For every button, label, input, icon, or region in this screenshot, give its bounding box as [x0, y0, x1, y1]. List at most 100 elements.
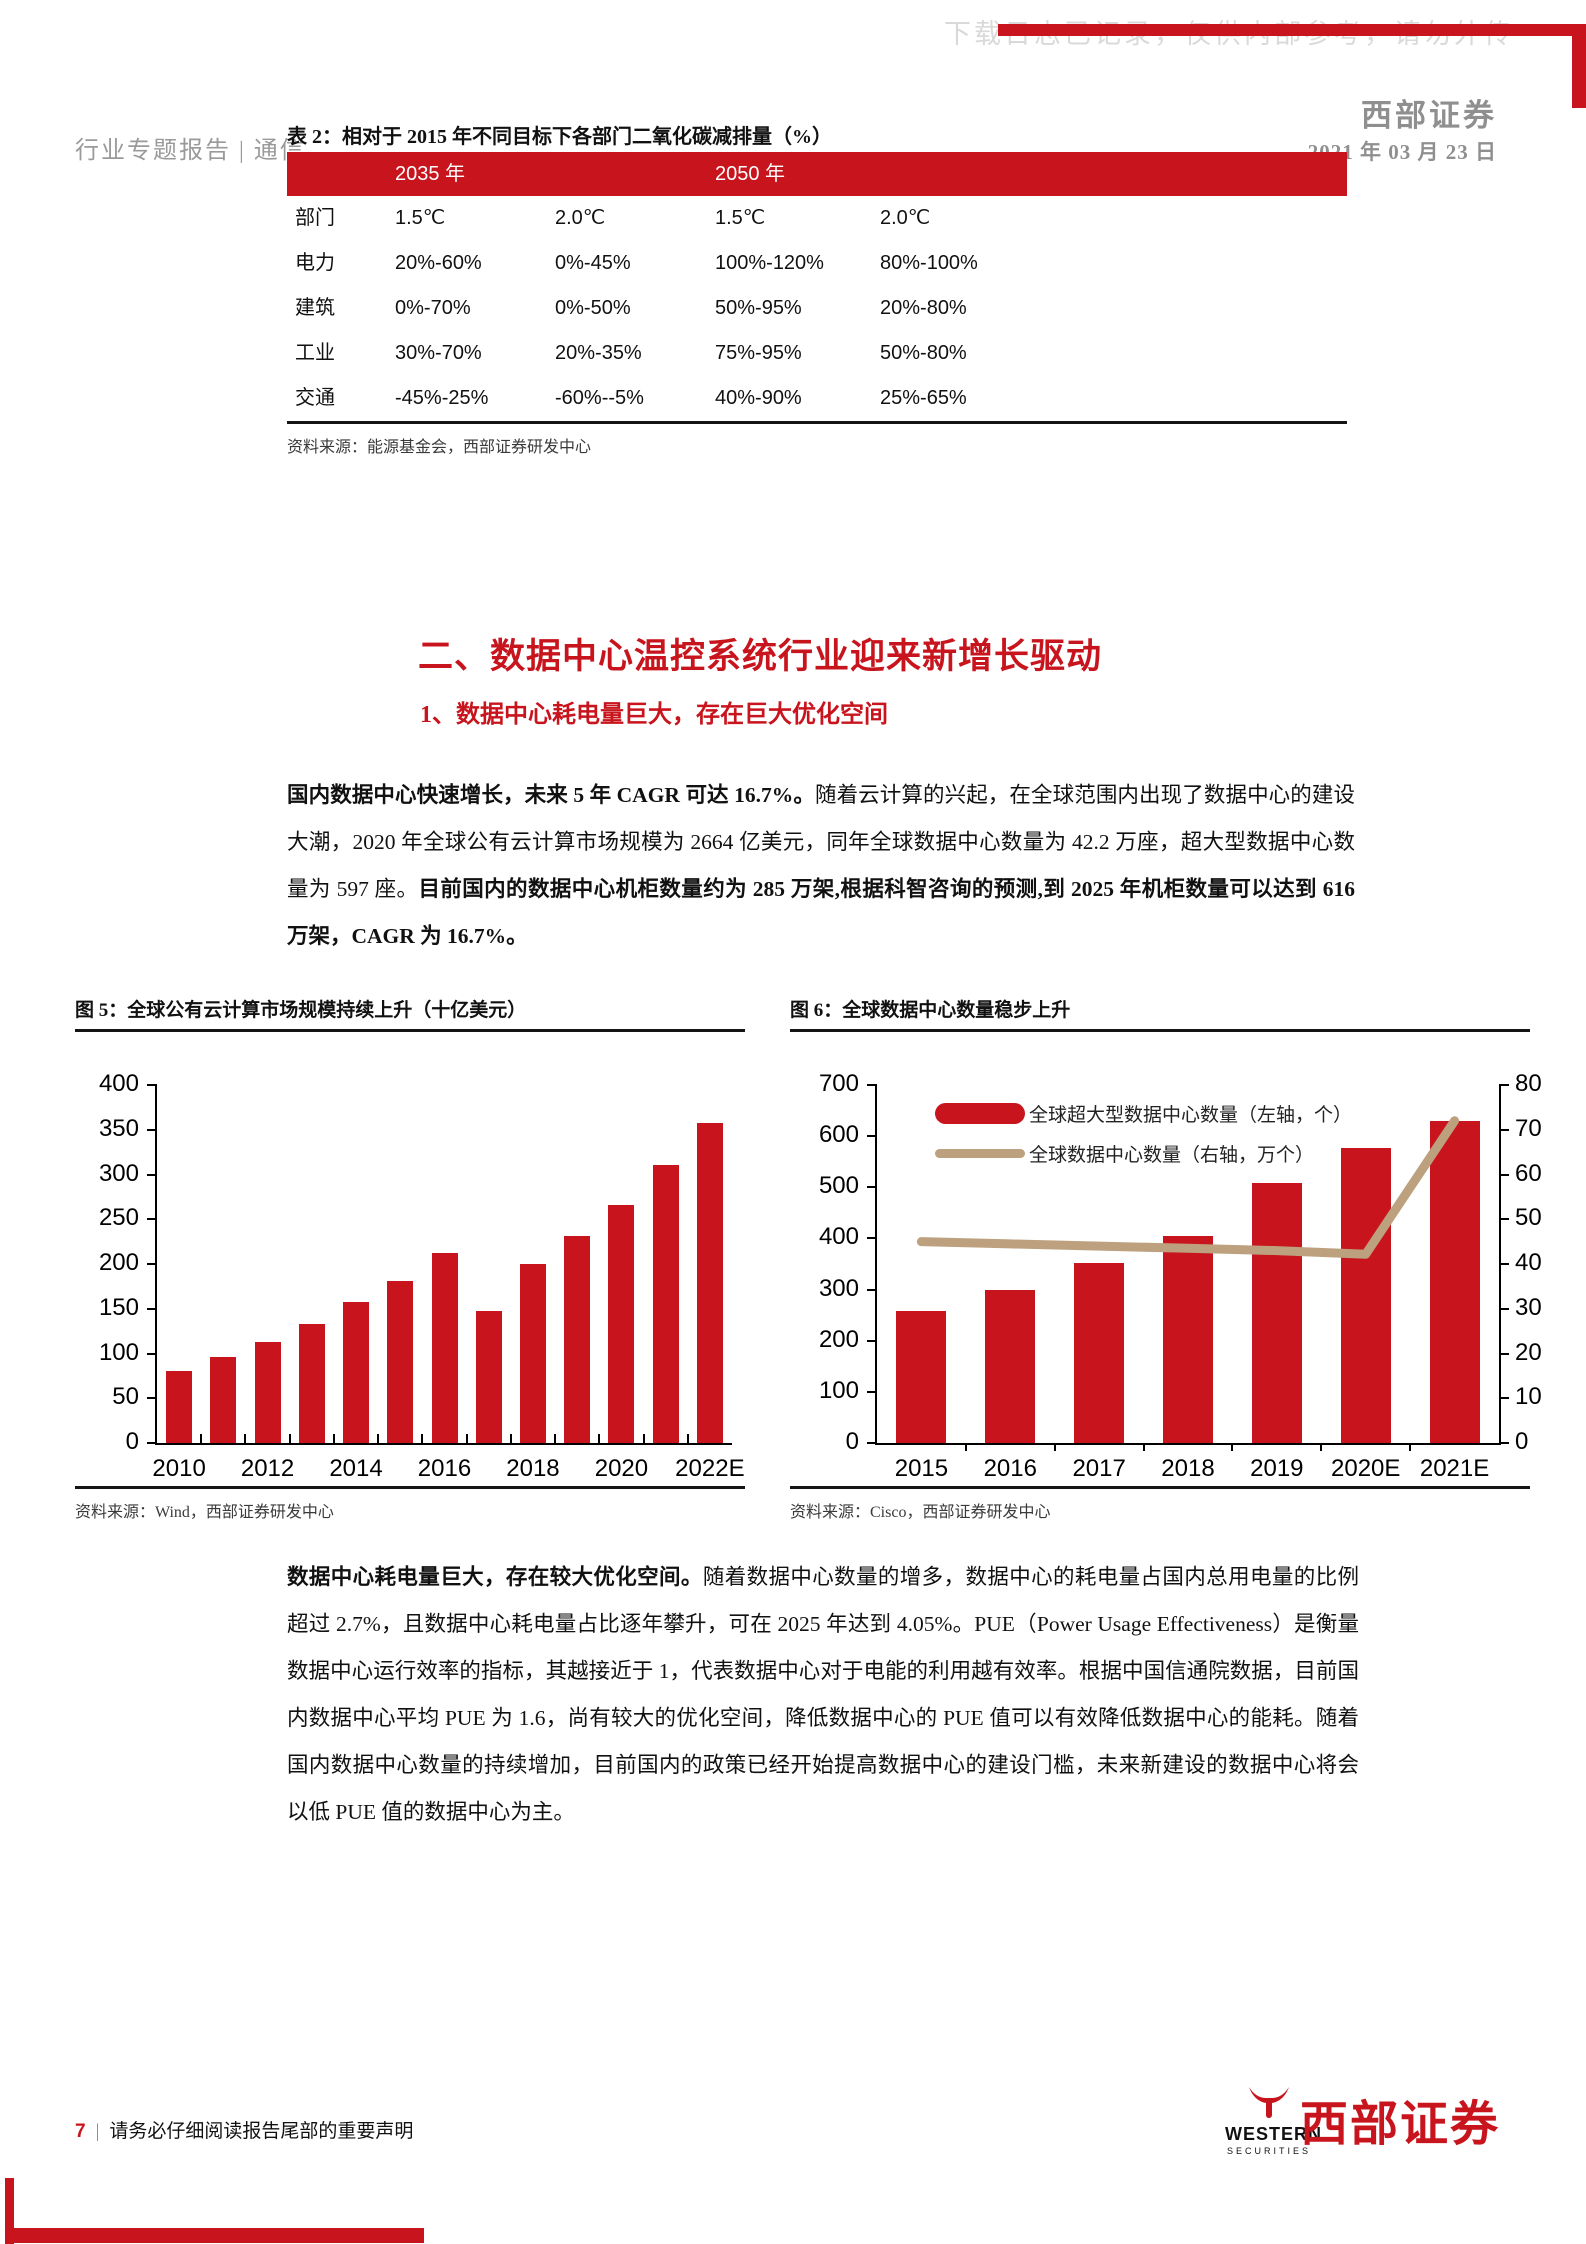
right-y-axis-tick	[1499, 1307, 1509, 1310]
right-y-axis-tick	[1499, 1352, 1509, 1355]
x-axis-tick	[1320, 1443, 1323, 1451]
bar	[1074, 1263, 1125, 1443]
fig5-source-note: 资料来源：Wind，西部证券研发中心	[75, 1504, 334, 1521]
chart-legend: 全球超大型数据中心数量（左轴，个） 全球数据中心数量（右轴，万个）	[935, 1093, 1352, 1173]
table-cell: 50%-80%	[880, 342, 967, 364]
table-cell: 0%-50%	[555, 297, 631, 319]
bar	[1251, 1182, 1302, 1443]
fig6-source-note: 资料来源：Cisco，西部证券研发中心	[790, 1504, 1051, 1521]
left-y-axis-label: 0	[845, 1428, 859, 1455]
left-y-axis-label: 600	[818, 1121, 859, 1149]
table-row-label: 工业	[295, 342, 335, 364]
y-axis-tick	[147, 1084, 157, 1086]
left-y-axis-tick	[867, 1288, 877, 1291]
left-y-axis-label: 200	[818, 1325, 859, 1353]
left-y-axis-tick	[867, 1135, 877, 1138]
x-axis-label: 2016	[417, 1455, 472, 1482]
bar	[1340, 1147, 1391, 1443]
x-axis-tick	[377, 1434, 380, 1443]
x-axis-label: 2016	[983, 1455, 1037, 1482]
table-cell: 20%-80%	[880, 297, 967, 319]
footer-disclaimer-text: 请务必仔细阅读报告尾部的重要声明	[109, 2121, 414, 2142]
para1-bold-tail: 目前国内的数据中心机柜数量约为 285 万架,根据科智咨询的预测,到 2025 …	[287, 876, 1355, 948]
para2-bold-lead: 数据中心耗电量巨大，存在较大优化空间。	[287, 1564, 703, 1589]
right-y-axis-label: 50	[1515, 1204, 1542, 1232]
y-axis-tick	[147, 1128, 157, 1131]
paragraph-power-consumption: 数据中心耗电量巨大，存在较大优化空间。随着数据中心数量的增多，数据中心的耗电量占…	[287, 1554, 1359, 1836]
x-axis-tick	[421, 1434, 424, 1443]
bottom-left-vertical-bar	[5, 2178, 14, 2244]
x-axis-label: 2022E	[675, 1455, 745, 1482]
bar	[254, 1341, 281, 1443]
y-axis-label: 100	[98, 1338, 139, 1366]
trend-line-layer	[916, 1116, 1460, 1259]
bar	[519, 1264, 546, 1443]
table-cell: 1.5℃	[715, 207, 766, 229]
group-header-2035: 2035 年	[395, 163, 466, 185]
fig6-top-rule	[790, 1029, 1530, 1032]
y-axis-label: 300	[98, 1159, 139, 1187]
x-axis-label: 2018	[506, 1455, 560, 1482]
table-cell: -60%--5%	[555, 387, 644, 409]
x-axis-label: 2012	[240, 1455, 295, 1482]
table-cell: 100%-120%	[715, 252, 824, 274]
left-y-axis-label: 300	[818, 1274, 859, 1302]
bar	[696, 1123, 723, 1443]
fig5-caption: 图 5：全球公有云计算市场规模持续上升（十亿美元）	[75, 1000, 527, 1021]
table-cell: 20%-35%	[555, 342, 642, 364]
table-row: 建筑 0%-70% 0%-50% 50%-95% 20%-80%	[287, 286, 1347, 331]
legend-label: 全球数据中心数量（右轴，万个）	[1029, 1144, 1315, 1166]
y-axis-label: 400	[98, 1070, 139, 1097]
right-y-axis-tick	[1499, 1084, 1509, 1086]
table-cell: 0%-70%	[395, 297, 471, 319]
right-y-axis-tick	[1499, 1218, 1509, 1221]
fig5-bottom-rule	[75, 1486, 745, 1489]
y-axis-tick	[147, 1218, 157, 1221]
table-title: 表 2：相对于 2015 年不同目标下各部门二氧化碳减排量（%）	[287, 126, 832, 148]
para2-normal: 随着数据中心数量的增多，数据中心的耗电量占国内总用电量的比例超过 2.7%，且数…	[287, 1564, 1359, 1824]
fig6-plot: 0 100 200 300 400 500 600 700 0 10 20 30 40 50 60 70 80 2…	[819, 1070, 1542, 1482]
fig5-top-rule	[75, 1029, 745, 1032]
x-axis-label: 2017	[1072, 1455, 1126, 1482]
table-cell: 2.0℃	[555, 207, 606, 229]
left-y-axis-label: 100	[818, 1376, 859, 1404]
table-row: 部门 1.5℃ 2.0℃ 1.5℃ 2.0℃	[287, 196, 1347, 241]
right-y-axis-label: 0	[1515, 1428, 1529, 1455]
logo-wordmark-sub: SECURITIES	[1227, 2146, 1312, 2156]
x-axis-tick	[686, 1434, 689, 1443]
x-axis-tick	[598, 1434, 601, 1443]
left-y-axis-label: 400	[818, 1223, 859, 1251]
legend-bar-swatch	[935, 1102, 1025, 1124]
top-right-horizontal-bar	[998, 24, 1586, 36]
x-axis-label: 2010	[152, 1455, 206, 1482]
group-header-2050: 2050 年	[715, 163, 786, 185]
para1-normal: 随着云计算的兴起，在全球范围内出现了数据中心的建设大潮，2020 年全球公有云计…	[287, 782, 1355, 901]
footer-disclaimer-line: 7 | 请务必仔细阅读报告尾部的重要声明	[75, 2116, 413, 2143]
x-axis-label: 2018	[1161, 1455, 1215, 1482]
table-row: 交通 -45%-25% -60%--5% 40%-90% 25%-65%	[287, 376, 1347, 421]
paragraph-datacenter-growth: 国内数据中心快速增长，未来 5 年 CAGR 可达 16.7%。随着云计算的兴起…	[287, 772, 1355, 960]
bar	[475, 1310, 502, 1443]
fig6-bottom-rule	[790, 1486, 1530, 1489]
y-axis-tick	[147, 1263, 157, 1265]
x-axis-tick	[244, 1434, 247, 1443]
x-axis-label: 2020	[594, 1455, 649, 1482]
left-y-axis-tick	[867, 1390, 877, 1393]
right-y-axis-label: 30	[1515, 1293, 1542, 1321]
table-cell: 80%-100%	[880, 252, 978, 274]
x-axis-label: 2019	[1250, 1455, 1304, 1482]
x-axis-tick	[332, 1434, 335, 1443]
y-axis-tick	[147, 1352, 157, 1355]
bar	[1163, 1235, 1213, 1443]
y-axis-label: 150	[98, 1293, 139, 1321]
table-cell: 30%-70%	[395, 342, 482, 364]
table-cell: 2.0℃	[880, 207, 931, 229]
page-number: 7	[75, 2121, 86, 2142]
table-cell: -45%-25%	[395, 387, 489, 409]
section-heading: 二、数据中心温控系统行业迎来新增长驱动	[418, 637, 1103, 676]
bar	[298, 1323, 325, 1443]
table-row: 工业 30%-70% 20%-35% 75%-95% 50%-80%	[287, 331, 1347, 376]
table-cell: 0%-45%	[555, 252, 631, 274]
table-cell: 1.5℃	[395, 207, 446, 229]
x-axis-label: 2020E	[1331, 1455, 1401, 1482]
